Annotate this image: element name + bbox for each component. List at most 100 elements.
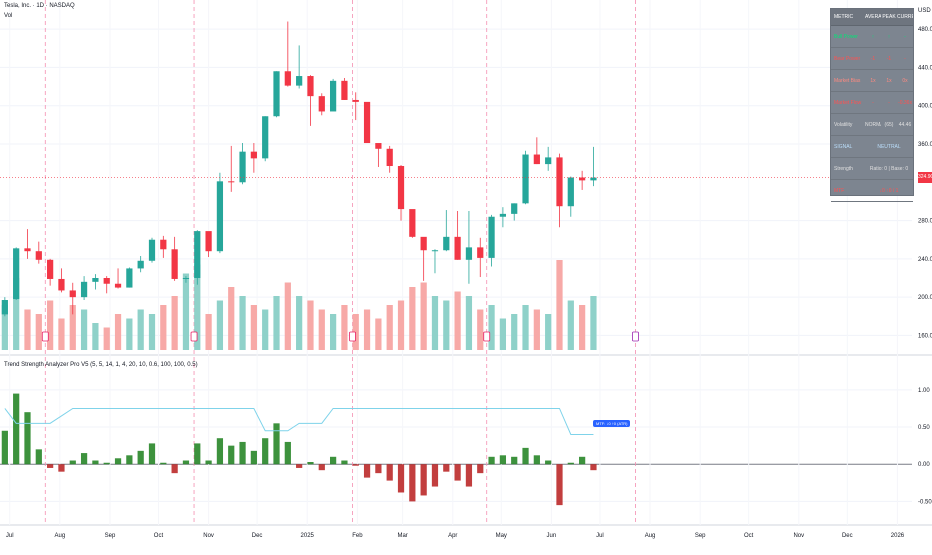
metric-average-value: NORMAL bbox=[865, 121, 881, 128]
metric-row: Strength Ratio: 0 | Base: 0 bbox=[831, 158, 913, 180]
candle-body bbox=[228, 181, 235, 183]
metric-span-value: Ratio: 0 | Base: 0 bbox=[869, 165, 909, 172]
candle-body bbox=[352, 99, 359, 102]
volume-bar bbox=[69, 305, 76, 350]
volume-bar bbox=[499, 318, 507, 350]
volume-bar bbox=[114, 314, 122, 350]
strength-bar bbox=[522, 447, 529, 465]
time-tick-label: Jul bbox=[6, 533, 14, 539]
metric-row: Bear Power -1 -1 - bbox=[831, 48, 913, 70]
candle-body bbox=[194, 231, 201, 278]
price-tick-label: 200.00 bbox=[918, 295, 932, 301]
volume-bar bbox=[488, 305, 495, 350]
volume-bar bbox=[352, 314, 359, 350]
strength-bar bbox=[409, 464, 416, 502]
strength-bar bbox=[318, 464, 325, 471]
bull-icon: Bull Power bbox=[834, 33, 858, 40]
strength-bar bbox=[92, 460, 99, 465]
strength-bar bbox=[443, 464, 450, 472]
threshold-line bbox=[4, 407, 594, 435]
strength-bar bbox=[431, 464, 439, 487]
volume-bar bbox=[103, 327, 110, 350]
metric-average-value: - bbox=[872, 99, 874, 106]
price-tick-label: 240.00 bbox=[918, 257, 932, 263]
metric-peak-value: - bbox=[888, 99, 890, 106]
metric-table-body: Bull Power ↑ ↑ - Bear Power -1 -1 - Market Bias 1… bbox=[831, 26, 913, 202]
metric-col-header: METRIC bbox=[834, 14, 854, 20]
strength-bar bbox=[137, 450, 144, 465]
strength-bar bbox=[47, 464, 54, 468]
axes: 480.00 440.00 400.00 360.00 280.00 240.00 200.… bbox=[6, 8, 932, 539]
strength-bar bbox=[194, 443, 201, 465]
upcoming-earnings-marker bbox=[632, 331, 639, 342]
strength-bar bbox=[477, 464, 484, 474]
volume-bar bbox=[511, 314, 518, 350]
strength-bar bbox=[80, 453, 88, 465]
volume-bar bbox=[126, 318, 133, 350]
candle-body bbox=[58, 278, 65, 291]
earnings-marker bbox=[483, 331, 491, 342]
volume-legend[interactable]: Vol bbox=[4, 13, 13, 19]
volume-bar bbox=[24, 309, 31, 350]
candle-body bbox=[13, 248, 20, 300]
volume-bar bbox=[250, 305, 257, 350]
current-col-header: CURRENT bbox=[897, 14, 913, 20]
symbol-legend[interactable]: Tesla, Inc. · 1D · NASDAQ bbox=[4, 3, 75, 9]
candle-body bbox=[239, 151, 246, 183]
metric-current-value: 0x bbox=[902, 77, 908, 84]
candle-body bbox=[307, 76, 314, 97]
strength-bar bbox=[160, 462, 167, 465]
strength-bar bbox=[35, 449, 42, 465]
strength-bar bbox=[273, 423, 280, 465]
time-tick-label: Sep bbox=[695, 533, 706, 539]
event-markers bbox=[41, 331, 639, 342]
candle-body bbox=[375, 143, 382, 149]
price-tick-label: 400.00 bbox=[918, 104, 932, 110]
candlesticks bbox=[1, 21, 597, 317]
strength-bar bbox=[329, 456, 337, 465]
time-tick-label: Jun bbox=[547, 533, 557, 539]
mtf-badge: MTF: ↓0 ↑0 (ATR) bbox=[593, 420, 631, 427]
candle-body bbox=[409, 209, 416, 237]
metric-row: SIGNAL NEUTRAL bbox=[831, 136, 913, 158]
candle-body bbox=[80, 281, 88, 298]
volume-bar bbox=[556, 260, 563, 350]
volume-bar bbox=[205, 314, 212, 350]
candle-body bbox=[590, 177, 597, 181]
candle-body bbox=[160, 239, 167, 250]
volume-bar bbox=[284, 282, 291, 350]
strength-bar bbox=[58, 464, 65, 472]
volume-bar bbox=[545, 314, 552, 350]
volume-bar bbox=[182, 273, 190, 350]
time-tick-label: Dec bbox=[842, 533, 853, 539]
candle-body bbox=[499, 213, 507, 217]
candle-body bbox=[284, 71, 291, 86]
metric-row: Market Flow - - -0.36x bbox=[831, 92, 913, 114]
candle-body bbox=[477, 247, 484, 258]
signal-icon: SIGNAL bbox=[834, 143, 853, 150]
time-tick-label: Oct bbox=[154, 533, 164, 539]
strength-bar bbox=[545, 460, 552, 465]
indicator-legend[interactable]: Trend Strength Analyzer Pro V5 (5, 5, 14… bbox=[4, 362, 198, 368]
strength-bar bbox=[126, 455, 133, 465]
candle-body bbox=[397, 166, 405, 210]
earnings-marker bbox=[190, 331, 198, 342]
metric-row: Bull Power ↑ ↑ - bbox=[831, 26, 913, 48]
metric-average-value: -1 bbox=[870, 55, 876, 62]
strength-bar bbox=[533, 455, 540, 465]
volume-bar bbox=[386, 305, 393, 350]
strength-bar bbox=[488, 456, 495, 465]
session-lines bbox=[44, 0, 636, 525]
indicator-bars bbox=[1, 393, 597, 506]
volume-bar bbox=[341, 305, 348, 350]
strength-bar bbox=[556, 464, 563, 506]
volume-bars bbox=[1, 260, 597, 350]
candle-body bbox=[1, 300, 8, 315]
strength-bar bbox=[24, 412, 31, 465]
time-tick-label: 2025 bbox=[301, 533, 315, 539]
strength-bar bbox=[307, 462, 314, 465]
candle-body bbox=[35, 251, 42, 260]
candle-body bbox=[47, 259, 54, 279]
